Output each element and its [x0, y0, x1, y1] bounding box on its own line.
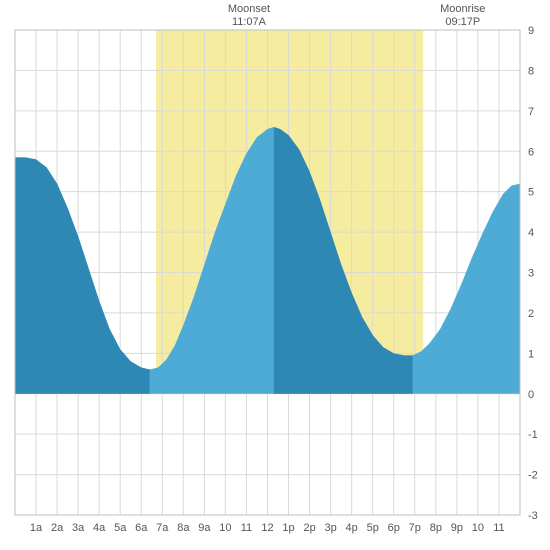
xtick-label: 2p	[303, 522, 315, 534]
xtick-label: 5p	[367, 522, 379, 534]
xtick-label: 3p	[325, 522, 337, 534]
xtick-label: 4p	[346, 522, 358, 534]
xtick-label: 2a	[51, 522, 64, 534]
xtick-label: 8p	[430, 522, 442, 534]
xtick-label: 3a	[72, 522, 85, 534]
top-label-title: Moonrise	[440, 3, 485, 15]
xtick-label: 7a	[156, 522, 169, 534]
xtick-label: 9p	[451, 522, 463, 534]
xtick-label: 10	[472, 522, 484, 534]
ytick-label: 4	[528, 227, 534, 239]
xtick-label: 6a	[135, 522, 148, 534]
xtick-label: 11	[241, 522, 252, 534]
top-label-title: Moonset	[228, 3, 270, 15]
xtick-label: 5a	[114, 522, 127, 534]
xtick-label: 9a	[198, 522, 211, 534]
xtick-label: 8a	[177, 522, 190, 534]
xtick-label: 11	[493, 522, 504, 534]
xtick-label: 10	[219, 522, 231, 534]
top-label-time: 09:17P	[445, 16, 480, 28]
ytick-label: -3	[528, 510, 538, 522]
ytick-label: 6	[528, 146, 534, 158]
ytick-label: 3	[528, 268, 534, 280]
ytick-label: 8	[528, 65, 534, 77]
chart-svg: -3-2-101234567891a2a3a4a5a6a7a8a9a101112…	[0, 0, 550, 550]
top-label-time: 11:07A	[232, 16, 267, 28]
ytick-label: 0	[528, 389, 534, 401]
ytick-label: 1	[528, 348, 534, 360]
xtick-label: 12	[261, 522, 273, 534]
xtick-label: 1a	[30, 522, 43, 534]
ytick-label: 7	[528, 106, 534, 118]
ytick-label: 2	[528, 308, 534, 320]
xtick-label: 1p	[282, 522, 294, 534]
ytick-label: -1	[528, 429, 538, 441]
xtick-label: 6p	[388, 522, 400, 534]
xtick-label: 7p	[409, 522, 421, 534]
ytick-label: 5	[528, 187, 534, 199]
xtick-label: 4a	[93, 522, 106, 534]
ytick-label: -2	[528, 470, 538, 482]
ytick-label: 9	[528, 25, 534, 37]
tide-chart: -3-2-101234567891a2a3a4a5a6a7a8a9a101112…	[0, 0, 550, 550]
